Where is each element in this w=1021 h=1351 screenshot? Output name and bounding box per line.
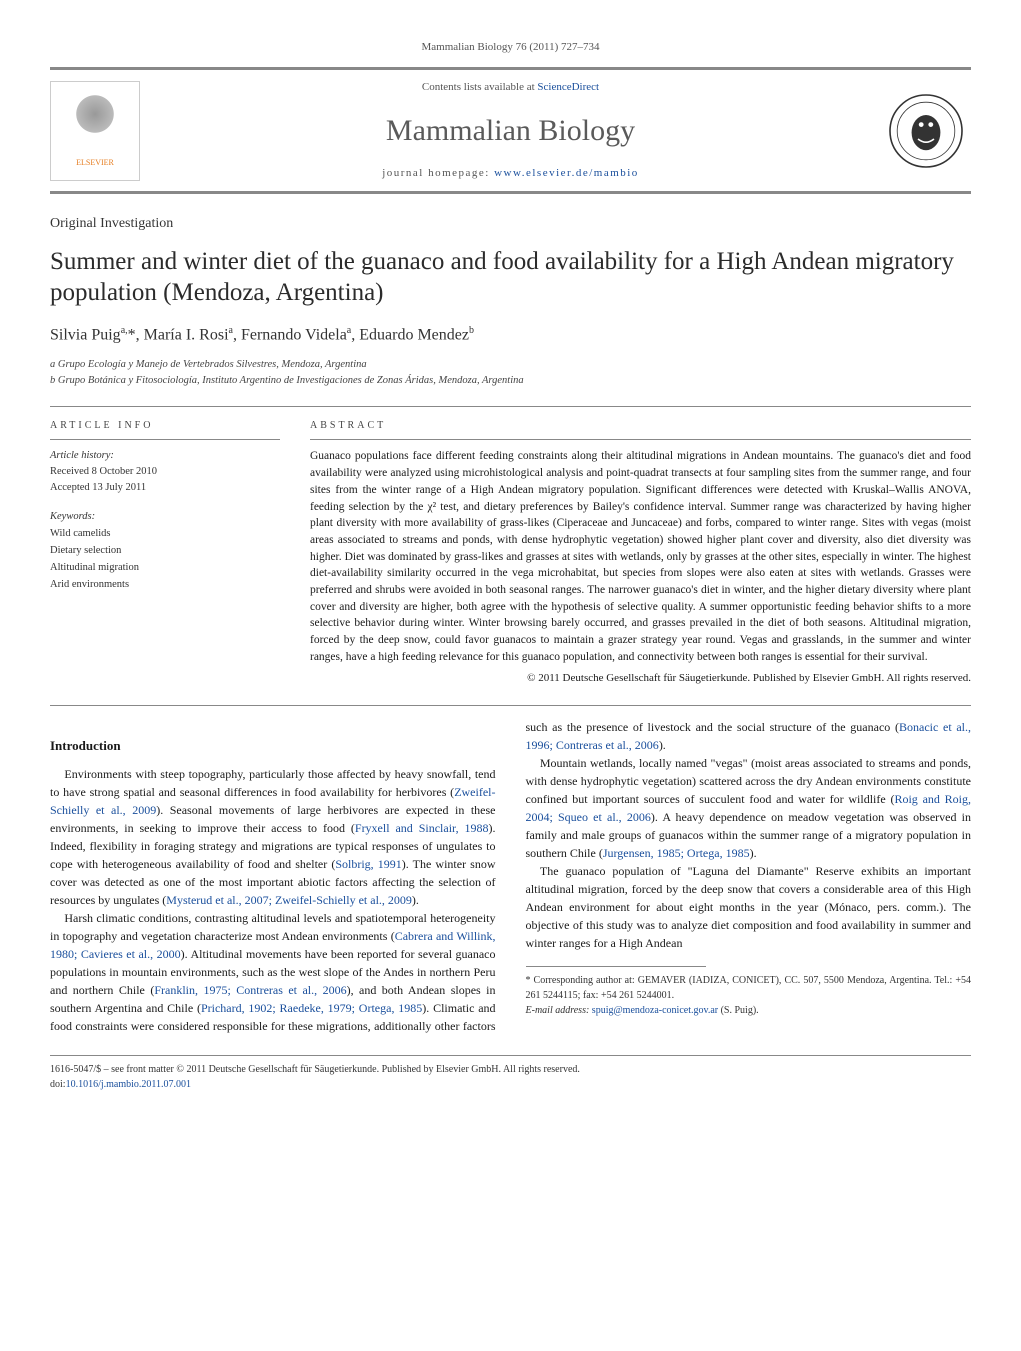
- author-list: Silvia Puiga,*, María I. Rosia, Fernando…: [50, 324, 971, 347]
- doi-prefix: doi:: [50, 1079, 66, 1090]
- keywords-list: Wild camelids Dietary selection Altitudi…: [50, 526, 280, 593]
- page-footer: 1616-5047/$ – see front matter © 2011 De…: [50, 1055, 971, 1092]
- divider: [50, 705, 971, 706]
- corresponding-author-note: * Corresponding author at: GEMAVER (IADI…: [526, 973, 972, 1003]
- history-accepted: Accepted 13 July 2011: [50, 480, 280, 496]
- journal-name: Mammalian Biology: [140, 110, 881, 152]
- header-center: Contents lists available at ScienceDirec…: [140, 80, 881, 181]
- abstract-text: Guanaco populations face different feedi…: [310, 448, 971, 665]
- keyword: Altitudinal migration: [50, 560, 280, 577]
- email-line: E-mail address: spuig@mendoza-conicet.go…: [526, 1003, 972, 1018]
- body-paragraph: Environments with steep topography, part…: [50, 765, 496, 909]
- email-suffix: (S. Puig).: [718, 1005, 759, 1016]
- affiliation-b: b Grupo Botánica y Fitosociología, Insti…: [50, 373, 971, 389]
- affiliation-a: a Grupo Ecología y Manejo de Vertebrados…: [50, 357, 971, 373]
- contents-line: Contents lists available at ScienceDirec…: [140, 80, 881, 95]
- history-label: Article history:: [50, 448, 280, 464]
- article-title: Summer and winter diet of the guanaco an…: [50, 246, 971, 309]
- elsevier-tree-icon: [70, 93, 120, 153]
- doi-link[interactable]: 10.1016/j.mambio.2011.07.001: [66, 1079, 191, 1090]
- footnote-separator: [526, 966, 706, 967]
- homepage-line: journal homepage: www.elsevier.de/mambio: [140, 166, 881, 181]
- footnotes: * Corresponding author at: GEMAVER (IADI…: [526, 973, 972, 1018]
- email-label: E-mail address:: [526, 1005, 592, 1016]
- journal-reference: Mammalian Biology 76 (2011) 727–734: [50, 40, 971, 55]
- homepage-link[interactable]: www.elsevier.de/mambio: [494, 167, 639, 179]
- divider: [50, 406, 971, 407]
- article-type: Original Investigation: [50, 214, 971, 234]
- keyword: Dietary selection: [50, 543, 280, 560]
- sciencedirect-link[interactable]: ScienceDirect: [537, 81, 599, 93]
- doi-line: doi:10.1016/j.mambio.2011.07.001: [50, 1077, 971, 1092]
- abstract-column: abstract Guanaco populations face differ…: [310, 419, 971, 686]
- article-info-column: article info Article history: Received 8…: [50, 419, 280, 686]
- publisher-name: ELSEVIER: [76, 157, 114, 168]
- body-two-column: Introduction Environments with steep top…: [50, 718, 971, 1036]
- keywords-label: Keywords:: [50, 510, 280, 525]
- issn-copyright-line: 1616-5047/$ – see front matter © 2011 De…: [50, 1062, 971, 1077]
- email-link[interactable]: spuig@mendoza-conicet.gov.ar: [592, 1005, 718, 1016]
- homepage-prefix: journal homepage:: [382, 167, 494, 179]
- section-title-introduction: Introduction: [50, 736, 496, 756]
- keyword: Wild camelids: [50, 526, 280, 543]
- society-logo: [881, 81, 971, 181]
- info-abstract-row: article info Article history: Received 8…: [50, 419, 971, 686]
- article-info-heading: article info: [50, 419, 280, 440]
- society-seal-icon: [886, 91, 966, 171]
- body-paragraph: The guanaco population of "Laguna del Di…: [526, 862, 972, 952]
- body-paragraph: Mountain wetlands, locally named "vegas"…: [526, 754, 972, 862]
- abstract-heading: abstract: [310, 419, 971, 440]
- contents-prefix: Contents lists available at: [422, 81, 537, 93]
- keyword: Arid environments: [50, 577, 280, 594]
- history-received: Received 8 October 2010: [50, 464, 280, 480]
- journal-header: ELSEVIER Contents lists available at Sci…: [50, 67, 971, 194]
- article-history: Article history: Received 8 October 2010…: [50, 448, 280, 495]
- abstract-copyright: © 2011 Deutsche Gesellschaft für Säugeti…: [310, 671, 971, 686]
- affiliations: a Grupo Ecología y Manejo de Vertebrados…: [50, 357, 971, 389]
- publisher-logo: ELSEVIER: [50, 81, 140, 181]
